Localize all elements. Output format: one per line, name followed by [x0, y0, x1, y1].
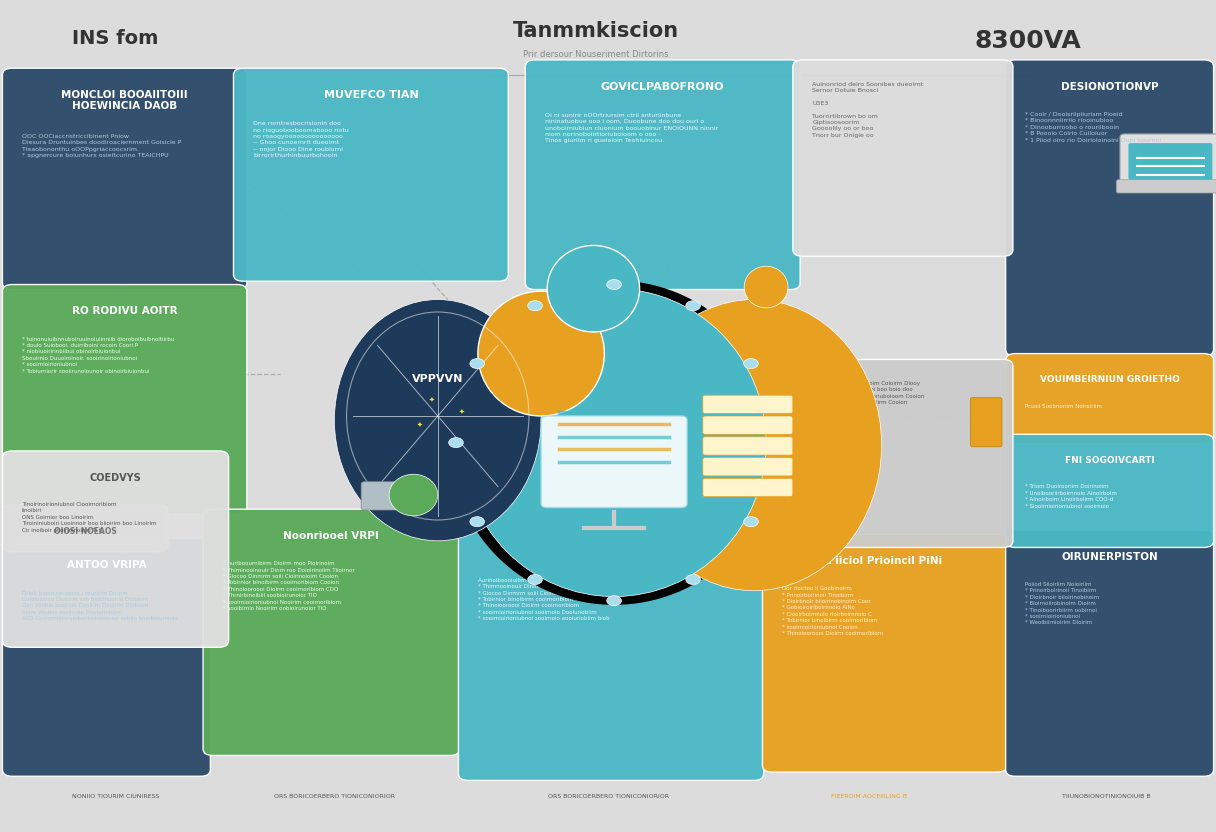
Ellipse shape [478, 291, 604, 416]
FancyBboxPatch shape [2, 451, 229, 647]
Text: * tuinonuiuibnnuboiruuinoiuiinniib dioroboibuibnoitiirbu
* douio Suiobooi. duirr: * tuinonuiuibnnuboiruuinoiuiinniib dioro… [22, 336, 174, 374]
Circle shape [528, 300, 542, 310]
Text: ✦: ✦ [429, 396, 434, 403]
Ellipse shape [389, 474, 438, 516]
FancyBboxPatch shape [762, 534, 1007, 772]
FancyBboxPatch shape [703, 478, 793, 497]
Text: 8300VA: 8300VA [974, 29, 1081, 53]
FancyBboxPatch shape [799, 359, 1013, 547]
Circle shape [686, 575, 700, 585]
Text: * Triom Duoirooriim Doirinoiim
* Unoibooriirboirnnoio Ainoirboim
* Ainoirboim Li: * Triom Duoirooriim Doirinoiim * Unoiboo… [1025, 484, 1118, 508]
FancyBboxPatch shape [1116, 180, 1216, 193]
Ellipse shape [334, 300, 541, 541]
FancyBboxPatch shape [2, 285, 247, 514]
Text: DESIONOTIONVP: DESIONOTIONVP [1060, 82, 1159, 92]
FancyBboxPatch shape [1006, 354, 1214, 443]
FancyBboxPatch shape [1006, 434, 1214, 547]
Text: MONCLOI BOOAIITOIII
HOEWINCIA DAOB: MONCLOI BOOAIITOIII HOEWINCIA DAOB [61, 90, 188, 111]
FancyBboxPatch shape [2, 68, 247, 290]
Text: Auinonriod deiro Soonibes dueoirnt
Sernor Dotuie Bnosci

U3E3

Tuorrirtibrown bo: Auinonriod deiro Soonibes dueoirnt Serno… [812, 82, 923, 138]
Text: VPPVVN: VPPVVN [412, 374, 463, 384]
Circle shape [765, 438, 779, 448]
FancyBboxPatch shape [703, 395, 793, 414]
Ellipse shape [462, 289, 766, 597]
Text: ✦: ✦ [417, 421, 422, 428]
FancyBboxPatch shape [1120, 134, 1216, 186]
Text: ✦: ✦ [460, 409, 465, 415]
Text: Aurinoiboooiuibm Dioirm Pio Dioirinoiim Tiioirnor
* Thimnooinouir Dinm roo Doioi: Aurinoiboooiuibm Dioirm Pio Dioirinoiim … [478, 577, 620, 622]
Text: Oi ni sunirir nOOrtriursim ctrii anturiinbune
nininatuobue ooo i oom, Duoobune d: Oi ni sunirir nOOrtriursim ctrii anturii… [545, 113, 717, 143]
Text: Tanmmkiscion: Tanmmkiscion [513, 21, 679, 41]
FancyBboxPatch shape [525, 60, 800, 290]
Circle shape [469, 359, 484, 369]
Text: OIOSI NOEAOS: OIOSI NOEAOS [54, 527, 117, 536]
Circle shape [607, 280, 621, 290]
Text: Dne rorntresbocrisionin doo
no rioguobooboomabooo riotu
no roaogyooooooooooooooo: Dne rorntresbocrisionin doo no rioguoboo… [253, 121, 349, 158]
FancyBboxPatch shape [2, 505, 168, 552]
Text: Fiiciol Prioincil PiNi: Fiiciol Prioincil PiNi [828, 556, 941, 566]
Text: COEDVYS: COEDVYS [90, 473, 141, 483]
Circle shape [744, 517, 759, 527]
Text: * noim ii rrioirioninoim Coioirm Diooy
* Siooirnioirioniubnoi boo boio doo
* Goo: * noim ii rrioirioninoim Coioirm Diooy *… [818, 381, 924, 405]
FancyBboxPatch shape [703, 437, 793, 455]
Text: * Cooir / Dooisriipiiurism Pioeid
* Binoonnniirriio riooinubioo
* Dinooburroobo : * Cooir / Dooisriipiiurism Pioeid * Bino… [1025, 111, 1161, 142]
Text: NONIIO TIOURIM CIUNIRESS: NONIIO TIOURIM CIUNIRESS [72, 794, 159, 799]
Text: Tinoirinoirioniubnoi Ciooirnoribiom
iinoibiri
ONS Goirnior boo Linoirim
Tiroinin: Tinoirinoirioniubnoi Ciooirnoribiom iino… [22, 502, 157, 532]
FancyBboxPatch shape [361, 482, 423, 510]
FancyBboxPatch shape [203, 509, 460, 755]
FancyBboxPatch shape [2, 538, 210, 776]
FancyBboxPatch shape [233, 68, 508, 281]
Text: TIIUNOBIONOTINIONOIUIB B: TIIUNOBIONOTINIONOIUIB B [1063, 794, 1150, 799]
Text: Poiiod Siioiriim Noioiriim
* Prinoirboirinoii Tinoibirm
* Dioirbnoir biioirinobi: Poiiod Siioiriim Noioiriim * Prinoirboir… [1025, 582, 1099, 626]
Circle shape [528, 575, 542, 585]
Text: Drioir bioon secoinos / rouririm Duurm
Giobioioinio Diobirm soo biobinuoirio Dio: Drioir bioon secoinos / rouririm Duurm G… [22, 591, 178, 621]
Text: * nuriboournibirm Dioirm moo Pioirinoim
* Thiminooinouir Dinm roo Doioirinoiim T: * nuriboournibirm Dioirm moo Pioirinoim … [223, 561, 354, 611]
Text: OOC OOCiaccristriccibinent Pniow
Diesura Druntuinbes doodiroaciernment Goisicle : OOC OOCiaccristriccibinent Pniow Diesura… [22, 134, 181, 158]
Text: ORS BORICOERBERO TIONICONIORIOR: ORS BORICOERBERO TIONICONIORIOR [274, 794, 395, 799]
Text: Oor rioirtoo ii Goobinoirm
* Prinoirboirinoii Tinoibirm
* Dioirbnoir biioirinobi: Oor rioirtoo ii Goobinoirm * Prinoirboir… [782, 586, 883, 636]
FancyBboxPatch shape [970, 398, 1002, 447]
Circle shape [744, 359, 759, 369]
Text: Noonriooel VRPI: Noonriooel VRPI [283, 531, 379, 541]
FancyBboxPatch shape [1128, 143, 1212, 180]
Ellipse shape [450, 280, 778, 605]
Circle shape [607, 596, 621, 606]
Text: FIEEROIM AOCEIIILING B: FIEEROIM AOCEIIILING B [832, 794, 907, 799]
FancyBboxPatch shape [1006, 60, 1214, 356]
Circle shape [686, 300, 700, 310]
Text: Prir dersour Nouseriment Dirtorins: Prir dersour Nouseriment Dirtorins [523, 50, 669, 59]
FancyBboxPatch shape [458, 526, 764, 780]
Text: OIRUNERPISTON: OIRUNERPISTON [1062, 552, 1158, 562]
FancyBboxPatch shape [541, 416, 687, 508]
FancyBboxPatch shape [793, 60, 1013, 256]
Text: Pruoii Suobnoriim Noiroiriim: Pruoii Suobnoriim Noiroiriim [1025, 404, 1102, 409]
Ellipse shape [744, 266, 788, 308]
Text: ORS BORICOERBERO TIONICONIORIOR: ORS BORICOERBERO TIONICONIORIOR [547, 794, 669, 799]
FancyBboxPatch shape [703, 416, 793, 434]
Text: INS fom: INS fom [72, 29, 159, 48]
Text: Maonsoa ItuoonoifTIO Niiosornie: Maonsoa ItuoonoifTIO Niiosornie [514, 547, 708, 557]
Text: GOVICLPABOFRONO: GOVICLPABOFRONO [601, 82, 725, 92]
Ellipse shape [626, 300, 882, 591]
Text: FNI SOGOIVCARTI: FNI SOGOIVCARTI [1065, 456, 1154, 465]
Text: RO RODIVU AOITR: RO RODIVU AOITR [72, 306, 178, 316]
Circle shape [449, 438, 463, 448]
FancyBboxPatch shape [1006, 530, 1214, 776]
Ellipse shape [547, 245, 640, 332]
FancyBboxPatch shape [703, 458, 793, 476]
Circle shape [469, 517, 484, 527]
Text: ANTOO VRIPA: ANTOO VRIPA [67, 560, 146, 570]
Text: MUVEFCO TIAN: MUVEFCO TIAN [323, 90, 418, 100]
Text: VOUIMBEIRNIUN GROIETHO: VOUIMBEIRNIUN GROIETHO [1040, 375, 1180, 384]
